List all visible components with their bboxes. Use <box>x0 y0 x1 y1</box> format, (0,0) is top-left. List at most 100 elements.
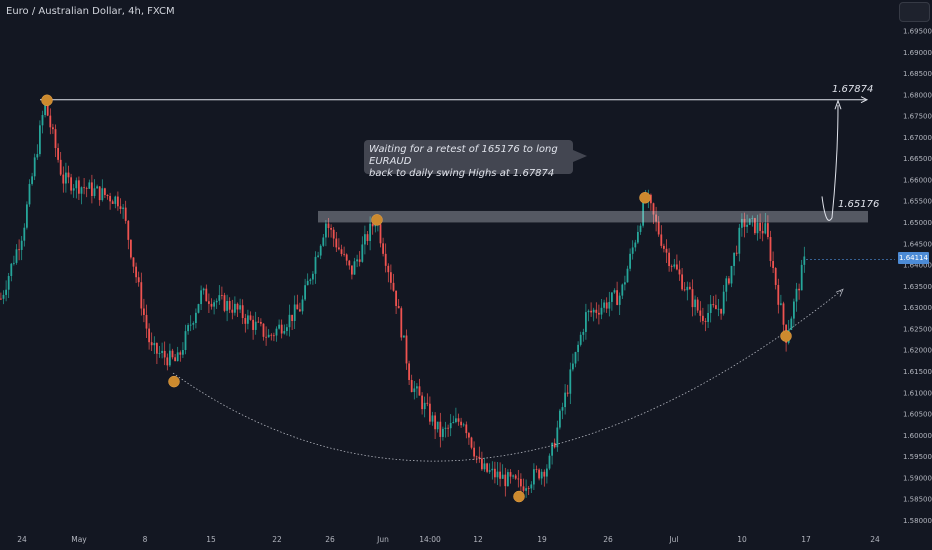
swing-point-marker <box>168 375 180 388</box>
candle-body <box>150 342 153 346</box>
candle-body <box>13 262 15 264</box>
projection-arrow <box>821 104 839 221</box>
candle-body <box>416 386 418 389</box>
candle-body <box>774 268 777 285</box>
candle-body <box>171 350 174 358</box>
candle-body <box>400 308 403 338</box>
candle-body <box>26 204 28 228</box>
candle-body <box>491 468 494 471</box>
y-tick-label: 1.66500 <box>903 155 932 163</box>
candle-body <box>790 318 793 330</box>
candle-body <box>317 255 319 257</box>
candle-body <box>782 303 785 325</box>
candle-body <box>767 223 769 238</box>
y-tick-label: 1.59000 <box>903 474 932 482</box>
candle-body <box>166 357 169 366</box>
candle-body <box>569 369 572 394</box>
candle-body <box>761 230 764 234</box>
candle-body <box>2 294 5 299</box>
candle-body <box>704 320 707 322</box>
candle-body <box>312 273 314 280</box>
cup-curve-arrowhead <box>835 288 844 297</box>
candle-body <box>145 314 148 329</box>
candle-body <box>231 309 234 313</box>
candle-body <box>374 224 377 227</box>
candle-body <box>153 343 156 346</box>
candle-body <box>275 328 278 336</box>
candle-body <box>265 336 267 338</box>
chart-settings-box[interactable] <box>899 2 930 22</box>
candle-body <box>748 218 751 225</box>
candle-body <box>642 199 644 226</box>
projection-arrowhead <box>834 99 842 110</box>
x-tick-label: 24 <box>17 535 27 544</box>
x-tick-label: 26 <box>603 535 613 544</box>
candle-body <box>429 403 431 422</box>
candle-body <box>780 303 782 305</box>
candle-body <box>574 352 577 364</box>
candle-body <box>668 252 670 267</box>
candle-body <box>343 253 345 255</box>
candle-body <box>608 301 611 309</box>
symbol-title: Euro / Australian Dollar, 4h, FXCM <box>6 6 175 17</box>
candle-body <box>507 472 509 487</box>
candle-body <box>595 309 598 313</box>
candle-body <box>57 148 59 160</box>
candle-body <box>681 274 683 290</box>
candle-body <box>140 282 143 309</box>
y-tick-label: 1.68000 <box>903 91 932 99</box>
candle-body <box>475 456 478 458</box>
y-tick-label: 1.58000 <box>903 517 932 525</box>
candle-body <box>447 427 449 429</box>
candle-body <box>392 282 395 291</box>
candle-body <box>91 182 93 196</box>
candle-body <box>439 421 442 437</box>
candle-body <box>527 488 530 489</box>
candle-body <box>621 284 624 296</box>
candle-body <box>611 292 613 302</box>
x-tick-label: Jun <box>376 535 389 544</box>
candle-body <box>163 350 166 358</box>
candle-body <box>535 469 538 470</box>
candle-body <box>39 125 41 155</box>
candle-body <box>309 279 312 281</box>
candle-body <box>184 331 187 350</box>
candle-body <box>96 186 98 189</box>
candle-body <box>738 227 741 254</box>
candle-body <box>673 264 676 267</box>
candle-body <box>205 288 208 302</box>
candle-body <box>111 201 114 204</box>
candle-body <box>319 245 322 256</box>
y-tick-label: 1.61000 <box>903 389 932 397</box>
candle-body <box>273 335 275 337</box>
candle-body <box>512 475 514 477</box>
candle-body <box>28 183 31 205</box>
candle-body <box>624 282 626 285</box>
candle-body <box>247 315 249 324</box>
candle-body <box>725 278 728 292</box>
candle-body <box>520 478 522 487</box>
candle-body <box>382 243 384 254</box>
candle-body <box>161 350 163 353</box>
candle-body <box>712 304 715 306</box>
candle-body <box>582 331 585 335</box>
candle-body <box>361 244 364 262</box>
candle-body <box>777 284 780 305</box>
x-tick-label: 26 <box>325 535 335 544</box>
candle-body <box>78 180 80 194</box>
candle-body <box>457 418 460 422</box>
candle-body <box>327 223 330 229</box>
candle-body <box>691 289 694 308</box>
candle-body <box>5 289 7 295</box>
candle-body <box>579 334 582 345</box>
candle-body <box>559 410 561 428</box>
candle-body <box>616 290 618 305</box>
x-tick-label: 24 <box>870 535 880 544</box>
candle-body <box>306 280 309 286</box>
annotation-line-1: Waiting for a retest of 165176 to long E… <box>369 144 558 167</box>
annotation-line-2: back to daily swing Highs at 1.67874 <box>369 168 555 179</box>
candle-body <box>501 474 504 479</box>
candle-body <box>431 415 434 422</box>
